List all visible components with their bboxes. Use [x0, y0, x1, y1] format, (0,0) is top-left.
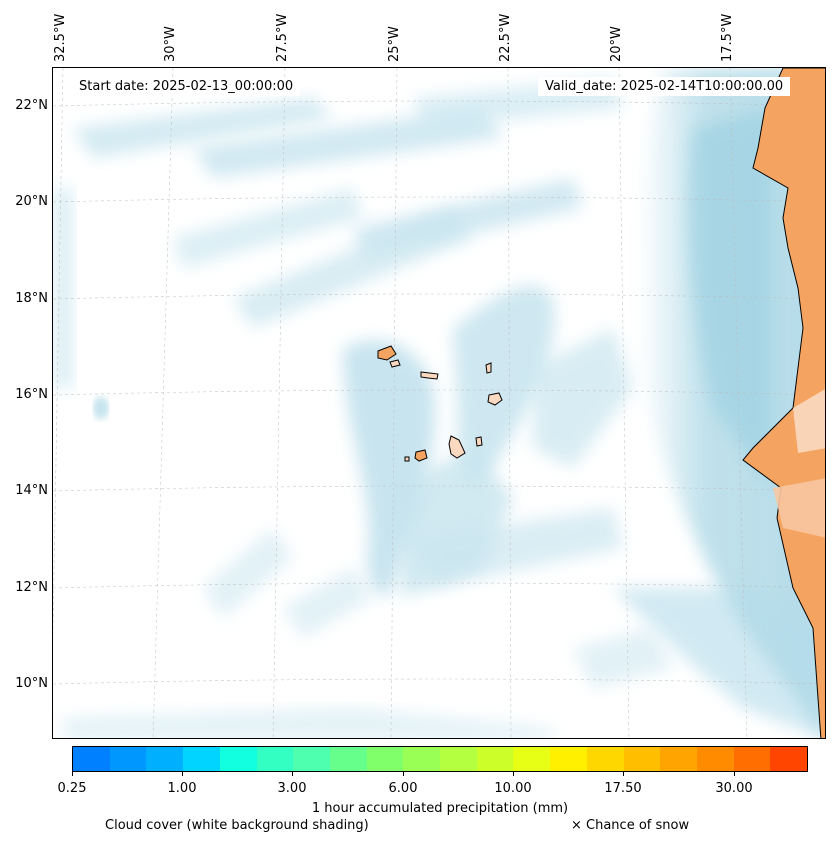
lat-label-10n: 10°N — [15, 676, 48, 691]
colorbar-segment-8 — [366, 747, 404, 771]
colorbar-tick-6-00: 6.00 — [388, 781, 418, 796]
lat-label-18n: 18°N — [15, 291, 48, 306]
cloud-cover-shading — [53, 68, 825, 738]
lon-label-27-5w: 27.5°W — [275, 13, 290, 62]
valid-date-label: Valid_date: 2025-02-14T10:00:00.00 — [538, 77, 791, 96]
start-date-label: Start date: 2025-02-13_00:00:00 — [72, 77, 301, 96]
colorbar-segment-14 — [586, 747, 624, 771]
island-sao-vicente — [389, 359, 401, 368]
lat-label-20n: 20°N — [15, 194, 48, 209]
lon-label-32-5w: 32.5°W — [53, 13, 68, 62]
lon-label-17-5w: 17.5°W — [720, 13, 735, 62]
graticule — [53, 68, 825, 738]
lat-label-16n: 16°N — [15, 387, 48, 402]
colorbar-segment-0 — [73, 747, 110, 771]
snow-chance-note: × Chance of snow — [571, 818, 690, 833]
colorbar-segment-9 — [403, 747, 441, 771]
island-santiago — [448, 435, 466, 459]
map-area[interactable] — [52, 67, 826, 739]
island-boa-vista — [487, 392, 503, 406]
colorbar-segment-4 — [219, 747, 257, 771]
lon-label-30w: 30°W — [163, 26, 178, 62]
colorbar-segment-13 — [550, 747, 587, 771]
colorbar-segment-2 — [146, 747, 184, 771]
cape-verde-islands — [377, 345, 503, 462]
colorbar-tick-0-25: 0.25 — [57, 781, 87, 796]
colorbar-segment-19 — [770, 747, 808, 771]
colorbar-tick-10-00: 10.00 — [494, 781, 532, 796]
lat-label-12n: 12°N — [15, 580, 48, 595]
lon-label-25w: 25°W — [387, 26, 402, 62]
colorbar-tick-30-00: 30.00 — [715, 781, 753, 796]
lat-label-22n: 22°N — [15, 98, 48, 113]
colorbar-segment-5 — [256, 747, 294, 771]
island-fogo — [414, 449, 428, 462]
colorbar-segment-12 — [513, 747, 551, 771]
colorbar-segment-7 — [329, 747, 367, 771]
colorbar-segment-6 — [293, 747, 330, 771]
map-canvas — [53, 68, 825, 738]
island-sao-nicolau — [420, 371, 439, 380]
colorbar-segment-3 — [183, 747, 220, 771]
island-maio — [475, 436, 483, 447]
lon-label-22-5w: 22.5°W — [498, 13, 513, 62]
colorbar-segment-1 — [109, 747, 147, 771]
colorbar-segment-15 — [623, 747, 661, 771]
cloud-cover-note: Cloud cover (white background shading) — [105, 818, 369, 833]
colorbar-tick-3-00: 3.00 — [277, 781, 307, 796]
africa-landmass — [742, 68, 825, 738]
colorbar-segment-10 — [440, 747, 477, 771]
colorbar-segment-18 — [733, 747, 771, 771]
island-sal — [485, 362, 492, 374]
colorbar-segment-16 — [660, 747, 697, 771]
island-brava — [404, 456, 410, 462]
precipitation-colorbar — [72, 746, 808, 772]
island-santo-antao — [377, 345, 397, 361]
colorbar-tick-17-50: 17.50 — [604, 781, 642, 796]
colorbar-segment-17 — [696, 747, 734, 771]
colorbar-label: 1 hour accumulated precipitation (mm) — [311, 801, 569, 816]
lat-label-14n: 14°N — [15, 483, 48, 498]
colorbar-tick-1-00: 1.00 — [167, 781, 197, 796]
lon-label-20w: 20°W — [609, 26, 624, 62]
colorbar-segment-11 — [476, 747, 514, 771]
